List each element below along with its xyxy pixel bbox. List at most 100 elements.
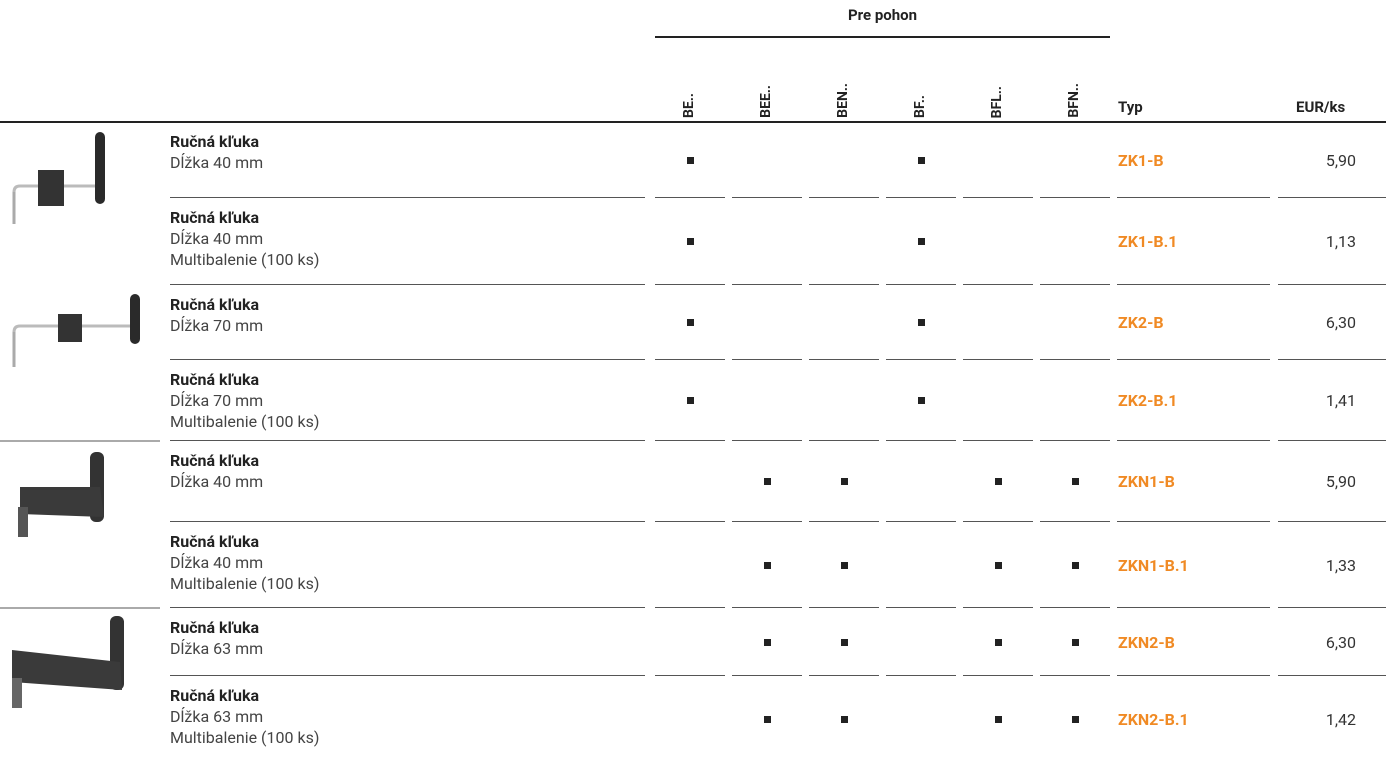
drive-mark (1071, 478, 1079, 485)
header-rule (0, 121, 1386, 123)
product-detail: Multibalenie (100 ks) (170, 728, 320, 747)
crank-zk2 (12, 294, 140, 367)
type-code: ZK1-B.1 (1117, 199, 1270, 285)
product-name: Ručná kľuka (170, 618, 260, 637)
drive-cell (655, 442, 725, 522)
drive-mark (994, 716, 1002, 723)
drive-mark (917, 156, 925, 164)
drive-mark (686, 319, 694, 326)
drive-mark (1071, 561, 1079, 569)
drive-cell (732, 286, 802, 360)
product-name: Ručná kľuka (170, 532, 260, 551)
product-name: Ručná kľuka (170, 370, 260, 389)
drive-header: BFN.. (1066, 83, 1082, 118)
drive-cell (655, 523, 725, 608)
drive-cell (1040, 523, 1110, 608)
drive-mark (686, 156, 694, 164)
drive-cell (886, 123, 956, 198)
drive-mark (1071, 716, 1079, 723)
drive-cell (886, 677, 956, 762)
drive-cell (963, 523, 1033, 608)
drive-cell (655, 361, 725, 441)
drive-cell (963, 609, 1033, 676)
drive-header: BF.. (912, 95, 928, 118)
drive-cell (963, 123, 1033, 198)
product-detail: Dĺžka 40 mm (170, 472, 264, 491)
drive-cell (1040, 442, 1110, 522)
type-code: ZKN2-B.1 (1118, 710, 1189, 729)
price: 5,90 (1278, 123, 1386, 198)
drive-cell (809, 442, 879, 522)
type-code: ZKN1-B (1117, 442, 1270, 522)
drive-cell (655, 286, 725, 360)
product-detail: Multibalenie (100 ks) (170, 412, 320, 431)
drive-cell (1040, 123, 1110, 198)
drive-cell (886, 609, 956, 676)
price: 6,30 (1278, 609, 1386, 676)
product-detail: Dĺžka 40 mm (170, 153, 264, 172)
description-cell: Ručná kľuka Dĺžka 40 mm (170, 442, 645, 522)
product-detail: Dĺžka 70 mm (170, 391, 264, 410)
product-detail: Dĺžka 63 mm (170, 639, 264, 658)
drive-cell (963, 677, 1033, 762)
drive-mark (763, 478, 771, 485)
drive-cell (809, 123, 879, 198)
drive-mark (840, 561, 848, 569)
type-code: ZK2-B (1117, 286, 1270, 360)
drive-cell (809, 609, 879, 676)
product-name: Ručná kľuka (170, 451, 260, 470)
product-detail: Dĺžka 40 mm (170, 553, 264, 572)
drive-mark (917, 319, 925, 326)
drive-cell (886, 199, 956, 285)
drive-cell (732, 523, 802, 608)
crank-zkn2 (12, 616, 124, 708)
drive-header: BEE.. (758, 85, 774, 118)
drive-mark (840, 638, 848, 646)
crank-zkn1 (18, 452, 104, 537)
drive-mark (994, 638, 1002, 646)
drive-mark (840, 716, 848, 723)
product-detail: Dĺžka 63 mm (170, 707, 264, 726)
price: 1,33 (1278, 523, 1386, 608)
drive-cell (732, 199, 802, 285)
drive-cell (1040, 361, 1110, 441)
description-cell: Ručná kľuka Dĺžka 70 mm Multibalenie (100 … (170, 361, 645, 441)
price: 5,90 (1278, 442, 1386, 522)
drive-cell (886, 442, 956, 522)
price-header: EUR/ks (1296, 98, 1346, 116)
drive-cell (655, 123, 725, 198)
drive-cell (1040, 286, 1110, 360)
drive-mark (763, 716, 771, 723)
type-code: ZKN1-B.1 (1117, 523, 1270, 608)
description-cell: Ručná kľuka Dĺžka 63 mm Multibalenie (100 … (170, 677, 645, 762)
drive-cell (732, 442, 802, 522)
drive-mark (763, 638, 771, 646)
drive-cell (655, 609, 725, 676)
drive-header: BFL.. (989, 85, 1005, 118)
description-cell: Ručná kľuka Dĺžka 40 mm Multibalenie (100 … (170, 523, 645, 608)
price: 1,41 (1278, 361, 1386, 441)
drive-cell (886, 361, 956, 441)
drive-cell (1040, 609, 1110, 676)
drive-mark (763, 561, 771, 569)
product-detail: Multibalenie (100 ks) (170, 574, 320, 593)
crank-zk1 (12, 132, 105, 224)
type-header: Typ (1118, 98, 1143, 116)
price: 1,42 (1325, 710, 1356, 729)
drive-cell (1040, 677, 1110, 762)
drive-mark (994, 478, 1002, 485)
drive-mark (686, 397, 694, 404)
drive-mark (917, 238, 925, 245)
drive-mark (840, 478, 848, 485)
product-detail: Dĺžka 70 mm (170, 316, 264, 335)
drive-cell (732, 609, 802, 676)
description-cell: Ručná kľuka Dĺžka 63 mm (170, 609, 645, 676)
type-code: ZKN2-B (1117, 609, 1270, 676)
drive-cell (809, 677, 879, 762)
group-header: Pre pohon (655, 6, 1110, 38)
drive-cell (963, 361, 1033, 441)
product-name: Ručná kľuka (170, 295, 260, 314)
drive-mark (917, 397, 925, 404)
product-name: Ručná kľuka (170, 132, 260, 151)
